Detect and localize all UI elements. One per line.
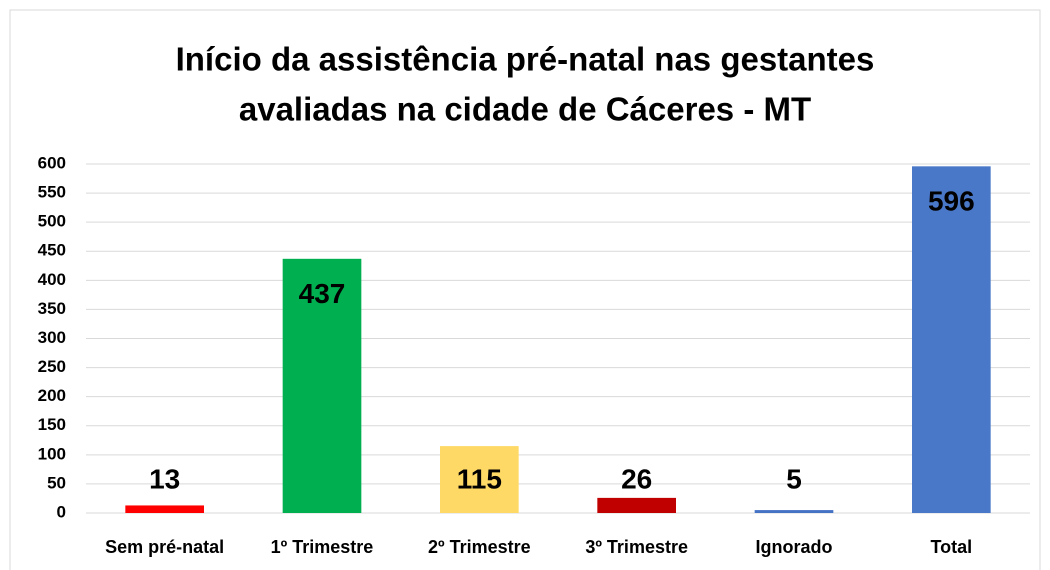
data-label: 596 <box>928 186 975 217</box>
y-tick-label: 100 <box>38 444 66 463</box>
y-tick-label: 350 <box>38 299 66 318</box>
x-tick-label: 2º Trimestre <box>428 537 531 557</box>
bar <box>282 258 362 513</box>
y-tick-label: 400 <box>38 270 66 289</box>
data-label: 13 <box>149 463 180 494</box>
y-tick-label: 200 <box>38 386 66 405</box>
y-tick-label: 150 <box>38 415 66 434</box>
y-tick-label: 300 <box>38 328 66 347</box>
data-label: 115 <box>457 463 502 494</box>
data-label: 26 <box>621 463 652 494</box>
y-tick-label: 450 <box>38 241 66 260</box>
y-tick-label: 50 <box>47 473 66 492</box>
bar <box>440 446 519 513</box>
data-label: 437 <box>299 278 346 309</box>
y-tick-label: 500 <box>38 212 66 231</box>
bar <box>597 497 676 513</box>
y-tick-label: 550 <box>38 183 66 202</box>
x-tick-label: 1º Trimestre <box>271 537 374 557</box>
bar <box>754 510 834 513</box>
y-tick-label: 0 <box>57 502 66 521</box>
bar <box>912 166 991 513</box>
chart-title-line-2: avaliadas na cidade de Cáceres - MT <box>239 91 811 128</box>
y-tick-label: 600 <box>38 153 66 172</box>
bar <box>125 505 204 513</box>
x-tick-label: Total <box>930 537 972 557</box>
x-tick-label: Ignorado <box>756 537 833 557</box>
x-tick-label: Sem pré-natal <box>105 537 224 557</box>
x-tick-label: 3º Trimestre <box>585 537 688 557</box>
chart-border <box>9 9 1041 570</box>
data-label: 5 <box>786 463 802 494</box>
chart-title-line-1: Início da assistência pré-natal nas gest… <box>176 41 875 78</box>
y-tick-label: 250 <box>38 357 66 376</box>
